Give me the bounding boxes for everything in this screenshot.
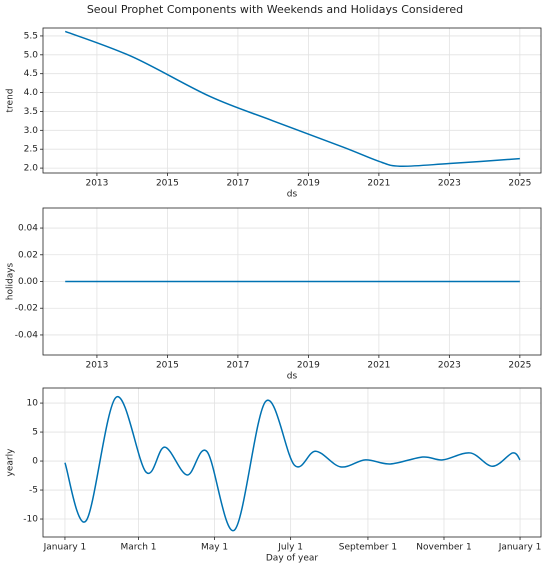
- y-tick-label: 4.5: [24, 69, 38, 79]
- y-tick-label: 10: [27, 399, 39, 409]
- x-axis-label: ds: [287, 372, 298, 382]
- panel: 2013 2015 2017 2019 2021 2023 2025 2.0 2.5 3.0 3.5…: [6, 27, 542, 200]
- x-tick-label: March 1: [120, 543, 156, 553]
- x-tick-label: 2021: [367, 361, 390, 371]
- x-tick-label: 2023: [438, 361, 461, 371]
- y-tick-label: 2.0: [24, 164, 39, 174]
- y-axis-label: holidays: [6, 262, 16, 300]
- x-tick-label: September 1: [339, 543, 397, 553]
- x-tick-label: 2021: [367, 179, 390, 189]
- y-tick-label: -0.04: [15, 330, 39, 340]
- x-tick-label: 2017: [226, 361, 249, 371]
- plot-frame: [42, 207, 542, 356]
- x-axis-label: Day of year: [266, 554, 319, 564]
- y-tick-label: 5.0: [24, 50, 39, 60]
- x-axis-label: ds: [287, 190, 298, 200]
- line: [64, 30, 520, 167]
- line: [64, 396, 521, 532]
- x-tick-label: 2025: [508, 179, 531, 189]
- y-axis-label: trend: [6, 89, 16, 113]
- y-tick-label: 4.0: [24, 88, 39, 98]
- y-tick-label: 0.02: [18, 250, 38, 260]
- y-tick-label: 0: [32, 457, 38, 467]
- x-tick-label: 2013: [85, 179, 108, 189]
- y-axis-label: yearly: [6, 448, 16, 477]
- y-tick-label: 3.5: [24, 107, 38, 117]
- x-tick-label: 2017: [226, 179, 249, 189]
- plot-frame: [42, 27, 542, 174]
- figure-title: Seoul Prophet Components with Weekends a…: [87, 3, 463, 16]
- x-tick-label: 2019: [297, 179, 320, 189]
- x-tick-label: 2015: [156, 179, 179, 189]
- y-tick-label: -10: [23, 515, 38, 525]
- x-tick-label: 2013: [85, 361, 108, 371]
- y-tick-label: 5: [32, 428, 38, 438]
- y-tick-label: -0.02: [15, 304, 38, 314]
- x-tick-label: January 1: [43, 543, 87, 553]
- panel: 2013 2015 2017 2019 2021 2023 2025 -0.04 -0.02 0.…: [6, 207, 542, 382]
- x-tick-label: January 1: [498, 543, 542, 553]
- x-tick-label: November 1: [416, 543, 471, 553]
- x-tick-label: 2019: [297, 361, 320, 371]
- y-tick-label: 3.0: [24, 126, 39, 136]
- y-tick-label: 5.5: [24, 31, 38, 41]
- panel: January 1 March 1 May 1 July 1 September 1 No…: [6, 387, 542, 564]
- y-tick-label: 2.5: [24, 145, 38, 155]
- x-tick-label: 2025: [508, 361, 531, 371]
- x-tick-label: 2023: [438, 179, 461, 189]
- y-tick-label: 0.04: [18, 224, 38, 234]
- x-tick-label: July 1: [277, 543, 303, 553]
- y-tick-label: -5: [29, 486, 38, 496]
- y-tick-label: 0.00: [18, 277, 38, 287]
- x-tick-label: 2015: [156, 361, 179, 371]
- plot-frame: [42, 387, 542, 538]
- x-tick-label: May 1: [201, 543, 228, 553]
